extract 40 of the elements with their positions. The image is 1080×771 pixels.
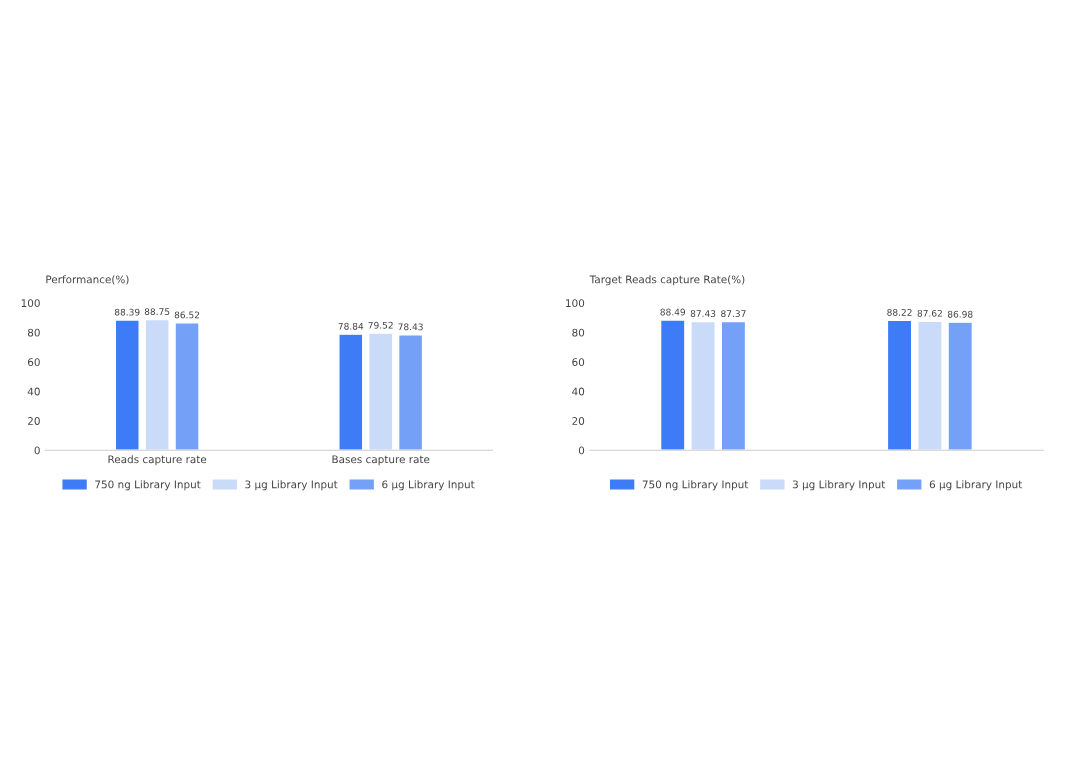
data-label: 87.37 bbox=[721, 310, 746, 318]
bar bbox=[114, 319, 140, 451]
data-label: 87.62 bbox=[917, 309, 942, 317]
data-label: 87.43 bbox=[690, 310, 716, 317]
y-tick-label: 60 bbox=[572, 358, 585, 367]
data-label: 86.52 bbox=[174, 311, 200, 319]
y-tick-label: 100 bbox=[566, 299, 585, 308]
legend-label: 3 μg Library Input bbox=[245, 480, 338, 491]
legend-label: 6 μg Library Input bbox=[382, 480, 475, 491]
y-tick-label: 20 bbox=[572, 417, 585, 425]
legend-label: 3 μg Library Input bbox=[792, 480, 886, 491]
y-tick-label: 80 bbox=[572, 328, 585, 337]
bar bbox=[174, 322, 200, 451]
y-axis-title: Performance(%) bbox=[46, 275, 129, 285]
data-label: 88.22 bbox=[887, 308, 912, 316]
y-tick-label: 100 bbox=[21, 299, 40, 308]
legend-label: 750 ng Library Input bbox=[95, 480, 201, 491]
y-tick-label: 40 bbox=[572, 387, 585, 396]
data-label: 88.39 bbox=[114, 308, 140, 316]
data-label: 78.43 bbox=[398, 323, 423, 331]
legend-label: 750 ng Library Input bbox=[642, 480, 749, 491]
legend-label: 6 μg Library Input bbox=[929, 480, 1023, 491]
y-axis-title: Target Reads capture Rate(%) bbox=[589, 275, 745, 286]
y-tick-label: 20 bbox=[28, 417, 40, 425]
bar bbox=[397, 334, 424, 451]
y-tick-label: 40 bbox=[27, 387, 40, 396]
bar bbox=[368, 332, 394, 451]
y-tick-label: 0 bbox=[578, 446, 585, 455]
data-label: 88.75 bbox=[144, 308, 170, 316]
y-tick-label: 80 bbox=[27, 328, 40, 337]
data-label: 88.49 bbox=[660, 308, 686, 316]
y-tick-label: 60 bbox=[27, 358, 40, 367]
x-tick-label: Reads capture rate bbox=[108, 455, 207, 466]
data-label: 78.84 bbox=[338, 322, 364, 330]
bar bbox=[144, 318, 170, 451]
data-label: 86.98 bbox=[947, 310, 973, 318]
data-label: 79.52 bbox=[368, 321, 393, 329]
x-tick-label: Bases capture rate bbox=[332, 455, 430, 466]
y-tick-label: 0 bbox=[34, 446, 40, 455]
bar bbox=[338, 333, 364, 451]
